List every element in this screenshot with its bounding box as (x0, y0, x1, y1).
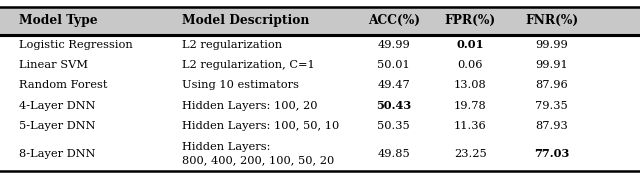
Text: 99.91: 99.91 (535, 60, 568, 70)
Text: Using 10 estimators: Using 10 estimators (182, 80, 300, 90)
Text: 4-Layer DNN: 4-Layer DNN (19, 101, 96, 111)
Text: 8-Layer DNN: 8-Layer DNN (19, 149, 96, 159)
Text: 49.99: 49.99 (377, 40, 410, 50)
Text: Hidden Layers:
800, 400, 200, 100, 50, 20: Hidden Layers: 800, 400, 200, 100, 50, 2… (182, 142, 335, 165)
Text: 23.25: 23.25 (454, 149, 487, 159)
Text: 5-Layer DNN: 5-Layer DNN (19, 121, 96, 131)
Text: 49.85: 49.85 (377, 149, 410, 159)
Text: 99.99: 99.99 (535, 40, 568, 50)
Text: Linear SVM: Linear SVM (19, 60, 88, 70)
Text: Random Forest: Random Forest (19, 80, 108, 90)
Text: FPR(%): FPR(%) (445, 14, 496, 27)
Text: ACC(%): ACC(%) (367, 14, 420, 27)
Text: L2 regularization, C=1: L2 regularization, C=1 (182, 60, 315, 70)
Text: 87.96: 87.96 (535, 80, 568, 90)
Text: 0.06: 0.06 (458, 60, 483, 70)
Text: 50.01: 50.01 (377, 60, 410, 70)
Bar (0, 7, 640, 35)
Text: 11.36: 11.36 (454, 121, 487, 131)
Text: 50.35: 50.35 (377, 121, 410, 131)
Text: 19.78: 19.78 (454, 101, 487, 111)
Text: 77.03: 77.03 (534, 148, 570, 159)
Text: FNR(%): FNR(%) (525, 14, 579, 27)
Text: Logistic Regression: Logistic Regression (19, 40, 133, 50)
Text: Model Description: Model Description (182, 14, 310, 27)
Text: 50.43: 50.43 (376, 100, 412, 111)
Text: Hidden Layers: 100, 50, 10: Hidden Layers: 100, 50, 10 (182, 121, 340, 131)
Text: 49.47: 49.47 (377, 80, 410, 90)
Text: L2 regularization: L2 regularization (182, 40, 282, 50)
Text: 87.93: 87.93 (535, 121, 568, 131)
Text: Hidden Layers: 100, 20: Hidden Layers: 100, 20 (182, 101, 318, 111)
Text: 0.01: 0.01 (456, 39, 484, 50)
Text: Model Type: Model Type (19, 14, 98, 27)
Text: 79.35: 79.35 (535, 101, 568, 111)
Text: 13.08: 13.08 (454, 80, 487, 90)
